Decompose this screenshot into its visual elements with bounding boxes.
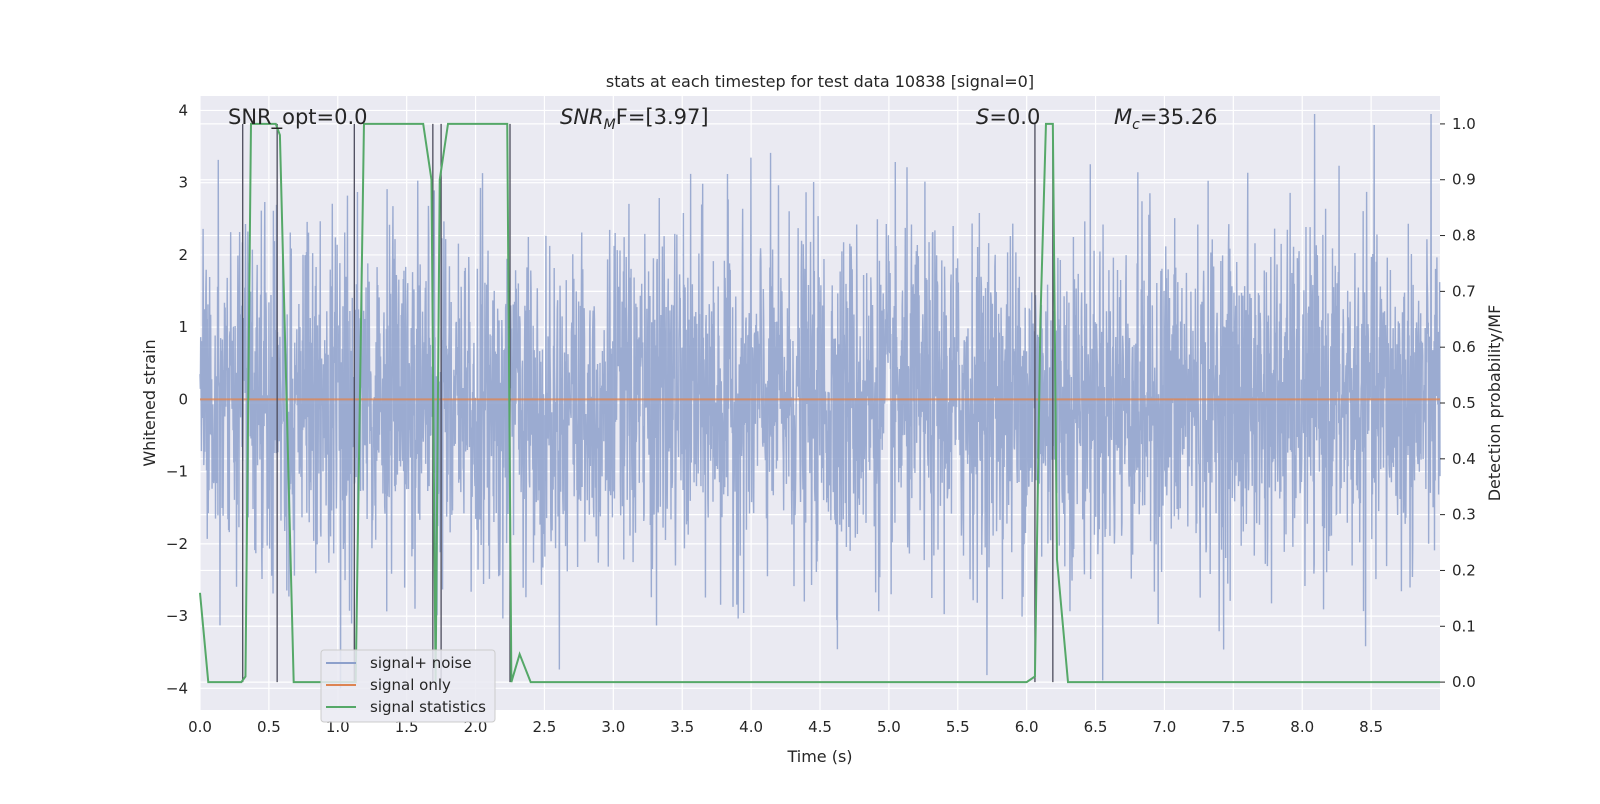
y-right-tick-label: 0.8 xyxy=(1452,227,1476,245)
y-left-tick-label: −4 xyxy=(166,679,188,697)
snr-mf-suffix: F=[3.97] xyxy=(616,105,709,129)
mc-variable: M xyxy=(1114,105,1132,129)
mc-value: =35.26 xyxy=(1140,105,1218,129)
x-tick-label: 6.5 xyxy=(1084,718,1108,736)
y-right-tick-labels: 0.0 0.1 0.2 0.3 0.4 0.5 0.6 0.7 0.8 0.9 1.0 xyxy=(1440,115,1476,691)
chart-title: stats at each timestep for test data 108… xyxy=(606,72,1034,91)
legend-label-signal-noise: signal+ noise xyxy=(370,654,472,672)
y-right-tick-label: 0.3 xyxy=(1452,506,1476,524)
y-right-tick-label: 0.5 xyxy=(1452,394,1476,412)
legend: signal+ noise signal only signal statist… xyxy=(320,649,496,723)
annotation-snr-mf: SNRMF=[3.97] xyxy=(560,105,709,133)
noise-trace xyxy=(199,114,1441,689)
x-tick-label: 4.0 xyxy=(739,718,763,736)
y-left-tick-label: 1 xyxy=(178,318,188,336)
snr-mf-prefix: SNR xyxy=(560,105,604,129)
x-tick-label: 6.0 xyxy=(1015,718,1039,736)
x-tick-label: 4.5 xyxy=(808,718,832,736)
y-right-tick-label: 0.9 xyxy=(1452,171,1476,189)
annotation-snr-opt: SNR_opt=0.0 xyxy=(228,105,368,130)
annotation-s: S=0.0 xyxy=(976,105,1040,129)
x-tick-label: 0.0 xyxy=(188,718,212,736)
x-tick-label: 5.5 xyxy=(946,718,970,736)
y-left-tick-label: −3 xyxy=(166,607,188,625)
y-axis-label-left: Whitened strain xyxy=(140,339,159,466)
legend-label-signal-statistics: signal statistics xyxy=(370,698,486,716)
y-left-tick-label: 4 xyxy=(178,101,188,119)
y-left-tick-labels: −4 −3 −2 −1 0 1 2 3 4 xyxy=(166,101,188,697)
y-right-tick-label: 0.1 xyxy=(1452,617,1476,635)
y-axis-label-right: Detection probability/MF xyxy=(1485,305,1504,502)
y-right-tick-label: 0.0 xyxy=(1452,673,1476,691)
x-tick-label: 8.5 xyxy=(1359,718,1383,736)
x-tick-label: 7.5 xyxy=(1221,718,1245,736)
y-left-tick-label: 3 xyxy=(178,174,188,192)
x-axis-label: Time (s) xyxy=(786,747,852,766)
snr-mf-subscript: M xyxy=(604,117,616,133)
y-left-tick-label: −2 xyxy=(166,535,188,553)
annotation-mc: Mc=35.26 xyxy=(1114,105,1218,133)
y-left-tick-label: 2 xyxy=(178,246,188,264)
x-tick-label: 0.5 xyxy=(257,718,281,736)
x-tick-label: 3.0 xyxy=(601,718,625,736)
y-right-tick-label: 0.4 xyxy=(1452,450,1476,468)
legend-label-signal-only: signal only xyxy=(370,676,451,694)
mc-subscript: c xyxy=(1132,117,1140,133)
x-tick-label: 5.0 xyxy=(877,718,901,736)
s-value: =0.0 xyxy=(989,105,1040,129)
y-left-tick-label: −1 xyxy=(166,463,188,481)
series-signal-noise xyxy=(199,114,1441,689)
s-variable: S xyxy=(976,105,989,129)
y-right-tick-label: 1.0 xyxy=(1452,115,1476,133)
y-right-tick-label: 0.7 xyxy=(1452,282,1476,300)
x-tick-label: 2.5 xyxy=(533,718,557,736)
y-left-tick-label: 0 xyxy=(178,390,188,408)
x-tick-label: 3.5 xyxy=(670,718,694,736)
x-tick-label: 7.0 xyxy=(1153,718,1177,736)
y-right-tick-label: 0.2 xyxy=(1452,561,1476,579)
y-right-tick-label: 0.6 xyxy=(1452,338,1476,356)
legend-box xyxy=(320,649,496,723)
x-tick-label: 8.0 xyxy=(1290,718,1314,736)
